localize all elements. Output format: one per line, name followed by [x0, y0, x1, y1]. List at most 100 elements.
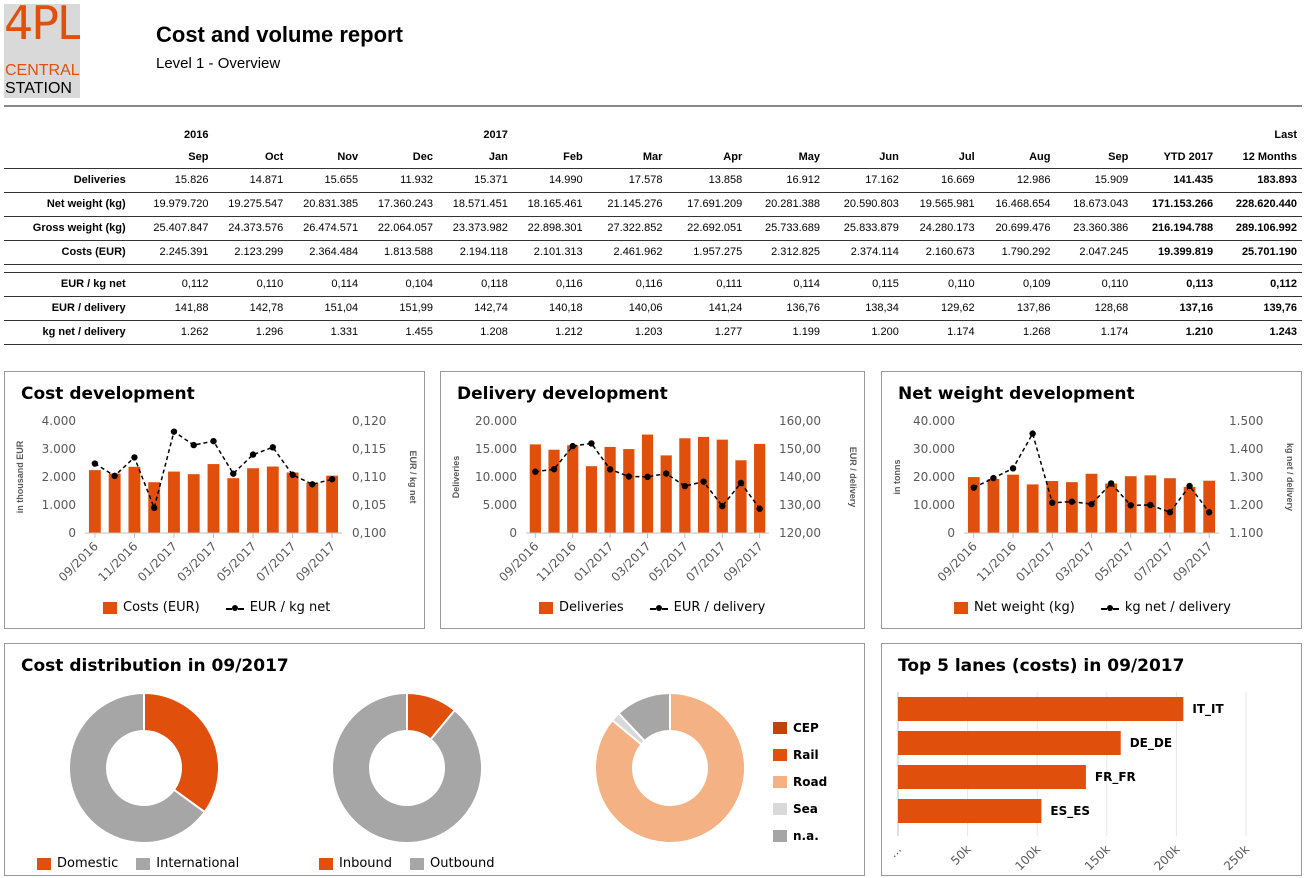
kpi-table: 2016 2017 Last Sep Oct Nov Dec Jan Feb Mar Apr May J…: [4, 124, 1302, 345]
donut-slice-road: [594, 691, 746, 844]
y-tick-label: 15.000: [475, 442, 517, 456]
table-cell: 15.655: [288, 167, 364, 193]
legend-swatch: [773, 748, 787, 761]
logo-4pl: 4PL: [4, 4, 80, 50]
bar: [567, 445, 579, 533]
table-cell: [588, 124, 668, 146]
table-cell: Sep: [188, 150, 209, 163]
table-cell: 141,24: [667, 296, 748, 321]
bar: [987, 479, 1000, 533]
table-cell: Mar: [642, 150, 663, 163]
table-cell: 2017: [483, 129, 508, 141]
legend-line-label: kg net / delivery: [1124, 600, 1231, 615]
line-point: [150, 504, 158, 511]
x-tick-label: 09/2016: [56, 539, 101, 584]
line-point: [328, 476, 336, 483]
x-tick-label: 09/2017: [293, 539, 338, 584]
donut-slice-international: [68, 691, 207, 844]
table-cell: Sep: [1108, 150, 1129, 163]
table-row: Deliveries 15.826 14.871 15.655 11.932 15.371…: [4, 167, 1302, 193]
table-cell: 20.590.803: [825, 192, 904, 217]
table-cell: 2.312.825: [747, 240, 826, 265]
table-cell: 1.208: [437, 320, 513, 345]
table-cell: 20.281.388: [747, 192, 826, 217]
table-cell: 27.322.852: [587, 216, 668, 241]
bar: [207, 464, 220, 533]
y-tick-label: 20.000: [475, 414, 517, 428]
y2-tick-label: 160,00: [779, 414, 821, 428]
x-tick-label: 50k: [948, 842, 974, 868]
legend-item-sea: Sea: [773, 795, 827, 822]
table-cell: 2.245.391: [131, 240, 214, 265]
y-tick-label: 3.000: [42, 442, 76, 456]
table-cell: [904, 124, 980, 146]
bar: [697, 436, 710, 533]
bar: [88, 470, 101, 533]
table-cell: 21.145.276: [587, 192, 668, 217]
line-point: [1029, 430, 1036, 437]
y2-tick-label: 1.300: [1229, 470, 1263, 484]
x-tick-label: 07/2017: [683, 539, 728, 584]
lane-label: FR_FR: [1095, 770, 1136, 785]
table-cell: [667, 124, 747, 146]
chart-legend: Costs (EUR) EUR / kg net: [103, 600, 330, 615]
table-cell: [288, 124, 363, 146]
line-point: [1186, 482, 1193, 490]
lane-bar: [898, 731, 1121, 755]
table-cell: 16.912: [747, 167, 826, 193]
bar: [1026, 484, 1039, 533]
table-cell: 25.833.879: [825, 216, 904, 241]
table-cell: 1.277: [667, 320, 748, 345]
y2-tick-label: 0,115: [352, 442, 386, 456]
legend-label: Sea: [793, 801, 818, 816]
y-tick-label: 20.000: [913, 470, 955, 484]
table-row: Costs (EUR) 2.245.391 2.123.299 2.364.484 1.…: [4, 240, 1302, 265]
row-label: Costs (EUR): [4, 240, 132, 265]
y-axis-title: Deliveries: [451, 456, 461, 499]
line-point: [111, 472, 118, 480]
table-cell: 129,62: [903, 296, 980, 321]
bar: [1183, 486, 1196, 533]
row-label: kg net / delivery: [4, 320, 132, 345]
bar: [1046, 481, 1059, 533]
table-cell: [213, 124, 288, 146]
table-cell: 16.468.654: [979, 192, 1056, 217]
y2-axis-title: kg net / delivery: [1285, 443, 1295, 511]
table-cell: 14.871: [213, 167, 289, 193]
cost-development-chart: 0 1.000 2.000 3.000 4.000 0,100 0,105 0,110 0,11…: [15, 414, 418, 584]
bar: [641, 434, 654, 533]
row-label: EUR / delivery: [4, 296, 132, 321]
x-tick-label: 03/2017: [1052, 539, 1097, 584]
panel-title: Cost distribution in 09/2017: [21, 656, 289, 676]
table-cell: 18.673.043: [1055, 192, 1134, 217]
line-point: [289, 471, 296, 478]
inbound-legend: Inbound Outbound: [319, 856, 495, 871]
bar: [1164, 478, 1176, 533]
row-label: Gross weight (kg): [4, 216, 132, 241]
y-tick-label: 1.000: [42, 498, 76, 512]
table-cell: 0,113: [1133, 272, 1219, 297]
y-tick-label: 10.000: [475, 470, 517, 484]
cost-distribution-chart: [68, 691, 746, 844]
bar: [247, 468, 259, 533]
bar: [326, 475, 339, 533]
report-title: Cost and volume report: [156, 22, 403, 47]
line-point: [91, 460, 99, 467]
table-row: EUR / delivery 141,88 142,78 151,04 151,99 14…: [4, 296, 1302, 321]
table-cell: 0,115: [825, 272, 904, 297]
line-point: [1049, 499, 1056, 506]
line-point: [249, 451, 257, 458]
table-cell: [363, 124, 438, 146]
table-cell: 0,114: [288, 272, 364, 297]
logo: 4PL CENTRAL STATION: [4, 4, 80, 98]
lane-label: DE_DE: [1130, 736, 1172, 751]
lane-bar: [898, 799, 1042, 823]
x-tick-label: 11/2016: [95, 539, 140, 584]
table-cell: 17.578: [587, 167, 668, 193]
top-lanes-panel: Top 5 lanes (costs) in 09/2017 ... 50k 100…: [881, 643, 1302, 876]
table-cell: 15.909: [1055, 167, 1134, 193]
legend-label: Inbound: [339, 856, 393, 871]
table-cell: 22.064.057: [363, 216, 438, 241]
line-point: [1127, 502, 1134, 509]
x-tick-label: 11/2016: [534, 539, 579, 584]
